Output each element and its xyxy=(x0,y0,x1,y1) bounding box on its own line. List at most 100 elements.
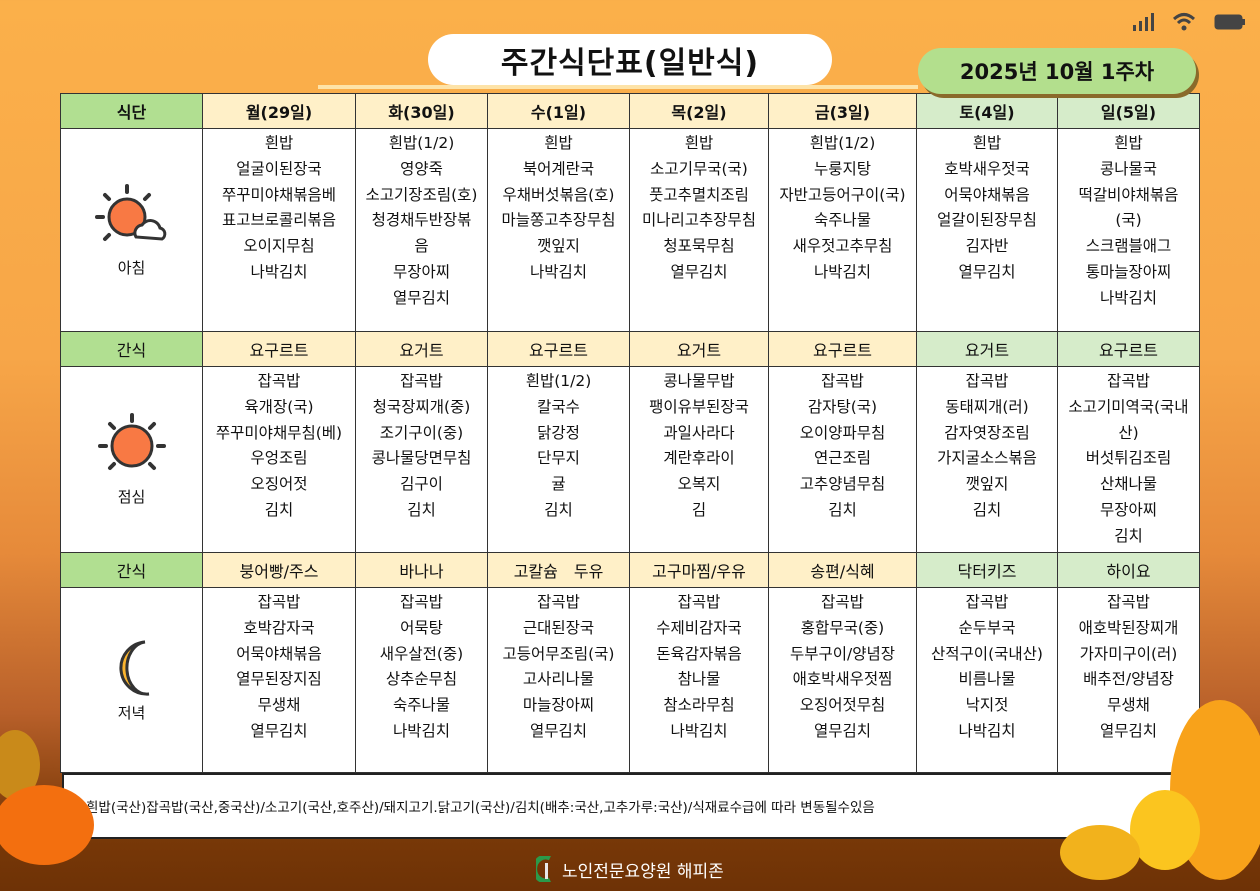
lunch-row: 점심 잡곡밥 육개장(국) 쭈꾸미야채무침(베) 우엉조림 오징어젓 김치 잡곡밥 청국장찌개(… xyxy=(60,366,1200,553)
menu-item: 잡곡밥 xyxy=(821,372,864,390)
menu-item: 김 xyxy=(691,500,707,519)
menu-item: 산채나물 xyxy=(1099,475,1158,494)
brand-logo-icon xyxy=(536,856,551,882)
menu-item: 쭈꾸미야채볶음베 xyxy=(221,185,337,204)
menu-item: 콩나물당면무침 xyxy=(371,449,472,468)
battery-icon xyxy=(1214,14,1245,30)
menu-item: 마늘쫑고추장무침 xyxy=(501,211,616,230)
menu-item: 잡곡밥 xyxy=(965,593,1009,611)
lunch-label: 점심 xyxy=(117,488,146,506)
menu-item: 열무된장지짐 xyxy=(236,670,322,689)
lunch-menu-cell: 잡곡밥 소고기미역국(국내 산) 버섯튀김조림 산채나물 무장아찌 김치 xyxy=(1057,366,1200,553)
corner-label: 식단 xyxy=(60,93,203,129)
menu-item: 얼갈이된장무침 xyxy=(937,211,1037,230)
snack-label: 간식 xyxy=(60,331,203,367)
menu-item: 잡곡밥 xyxy=(400,372,443,390)
menu-item: 김치 xyxy=(972,500,1002,519)
weekly-menu-table: 식단 월(29일) 화(30일) 수(1일) 목(2일) 금(3일) 토(4일) 일(5일) 아… xyxy=(60,93,1200,773)
dinner-menu-cell: 잡곡밥 근대된장국 고등어무조림(국) 고사리나물 마늘장아찌 열무김치 xyxy=(487,587,630,773)
menu-item: 누룽지탕 xyxy=(813,159,872,178)
menu-item: 산) xyxy=(1118,423,1139,442)
menu-item: 낙지젓 xyxy=(965,696,1009,715)
menu-item: 고추양념무침 xyxy=(799,475,886,494)
menu-item: 무생채 xyxy=(257,696,301,715)
signal-icon xyxy=(1133,13,1154,31)
snack-item: 닥터키즈 xyxy=(916,552,1058,588)
menu-item: 미나리고추장무침 xyxy=(641,211,757,230)
menu-item: 버섯튀김조림 xyxy=(1085,449,1172,468)
day-header: 목(2일) xyxy=(629,93,769,129)
snack-item: 요구르트 xyxy=(1057,331,1200,367)
menu-item: 청포묵무침 xyxy=(663,237,735,256)
snack-item: 하이요 xyxy=(1057,552,1200,588)
dinner-menu-cell: 잡곡밥 애호박된장찌개 가자미구이(러) 배추전/양념장 무생채 열무김치 xyxy=(1057,587,1200,773)
menu-item: 흰밥(1/2) xyxy=(388,134,455,152)
menu-item: 소고기장조림(호) xyxy=(365,185,478,204)
menu-item: 잡곡밥 xyxy=(257,593,301,611)
menu-item: 나박김치 xyxy=(392,721,451,740)
menu-item: 깻잎지 xyxy=(965,475,1009,494)
menu-item: 배추전/양념장 xyxy=(1083,670,1174,689)
menu-item: 조기구이(중) xyxy=(379,423,464,442)
menu-item: 열무김치 xyxy=(392,288,451,307)
origin-note: 흰밥(국산)잡곡밥(국산,중국산)/소고기(국산,호주산)/돼지고기.닭고기(국… xyxy=(86,800,875,816)
menu-item: 가지굴소스볶음 xyxy=(937,449,1037,468)
menu-item: 콩나물무밥 xyxy=(663,372,735,390)
menu-item: 나박김치 xyxy=(958,721,1016,740)
menu-item: 음 xyxy=(414,237,429,256)
menu-item: 통마늘장아찌 xyxy=(1085,262,1172,281)
snack-item: 요구르트 xyxy=(202,331,356,367)
menu-item: 고등어무조림(국) xyxy=(502,644,615,663)
menu-item: 비름나물 xyxy=(958,670,1016,689)
menu-item: 북어계란국 xyxy=(522,159,595,178)
tree-decoration-right-yellow xyxy=(1130,790,1200,870)
menu-item: 청경채두반장볶 xyxy=(371,211,472,230)
menu-item: 흰밥 xyxy=(264,134,294,152)
menu-item: 돈육감자볶음 xyxy=(656,644,742,663)
menu-item: 표고브로콜리볶음 xyxy=(221,211,337,230)
lunch-menu-cell: 잡곡밥 육개장(국) 쭈꾸미야채무침(베) 우엉조림 오징어젓 김치 xyxy=(202,366,356,553)
snack-item: 요구르트 xyxy=(768,331,917,367)
brand: 노인전문요양원 해피존 xyxy=(536,856,724,882)
menu-item: 귤 xyxy=(551,475,566,494)
menu-item: 무장아찌 xyxy=(1099,500,1158,519)
menu-item: 김치 xyxy=(264,500,294,519)
menu-item: 과일사라다 xyxy=(663,423,735,442)
menu-item: 두부구이/양념장 xyxy=(789,644,896,663)
dinner-menu-cell: 잡곡밥 홍합무국(중) 두부구이/양념장 애호박새우젓찜 오징어젓무침 열무김치 xyxy=(768,587,917,773)
breakfast-menu-cell: 흰밥 콩나물국 떡갈비야채볶음 (국) 스크램블애그 통마늘장아찌 나박김치 xyxy=(1057,128,1200,332)
menu-item: 흰밥 xyxy=(972,134,1002,152)
menu-item: 홍합무국(중) xyxy=(800,618,885,637)
menu-item: 떡갈비야채볶음 xyxy=(1078,185,1179,204)
menu-item: 나박김치 xyxy=(670,721,728,740)
menu-item: 나박김치 xyxy=(529,262,588,281)
lunch-menu-cell: 잡곡밥 감자탕(국) 오이양파무침 연근조림 고추양념무침 김치 xyxy=(768,366,917,553)
day-header: 일(5일) xyxy=(1057,93,1200,129)
menu-item: 김치 xyxy=(828,500,857,519)
dinner-row: 저녁 잡곡밥 호박감자국 어묵야채볶음 열무된장지짐 무생채 열무김치 잡곡밥 어묵탕 새우살전(… xyxy=(60,587,1200,773)
menu-item: 흰밥 xyxy=(544,134,573,152)
menu-item: 잡곡밥 xyxy=(537,593,580,611)
menu-item: 산적구이(국내산) xyxy=(931,644,1043,663)
menu-item: 열무김치 xyxy=(813,721,872,740)
menu-item: 나박김치 xyxy=(1099,288,1158,307)
day-header: 토(4일) xyxy=(916,93,1058,129)
snack-item: 고칼슘 두유 xyxy=(487,552,630,588)
dinner-menu-cell: 잡곡밥 어묵탕 새우살전(중) 상추순무침 숙주나물 나박김치 xyxy=(355,587,488,773)
menu-item: 잡곡밥 xyxy=(1107,372,1150,390)
menu-item: 흰밥(1/2) xyxy=(809,134,876,152)
menu-item: 잡곡밥 xyxy=(400,593,443,611)
menu-item: 소고기미역국(국내 xyxy=(1068,397,1189,416)
menu-item: 어묵야채볶음 xyxy=(944,185,1030,204)
menu-item: 흰밥 xyxy=(1114,134,1143,152)
menu-item: 애호박새우젓찜 xyxy=(792,670,893,689)
menu-item: 참소라무침 xyxy=(663,696,735,715)
lunch-menu-cell: 잡곡밥 동태찌개(러) 감자엿장조림 가지굴소스볶음 깻잎지 김치 xyxy=(916,366,1058,553)
menu-item: 단무지 xyxy=(537,449,580,468)
snack-item: 요구르트 xyxy=(487,331,630,367)
menu-item: 어묵야채볶음 xyxy=(236,644,322,663)
header-row: 식단 월(29일) 화(30일) 수(1일) 목(2일) 금(3일) 토(4일) 일(5일) xyxy=(60,93,1200,129)
menu-item: 근대된장국 xyxy=(522,618,595,637)
brand-name: 노인전문요양원 해피존 xyxy=(562,861,724,882)
menu-item: 어묵탕 xyxy=(400,618,443,637)
